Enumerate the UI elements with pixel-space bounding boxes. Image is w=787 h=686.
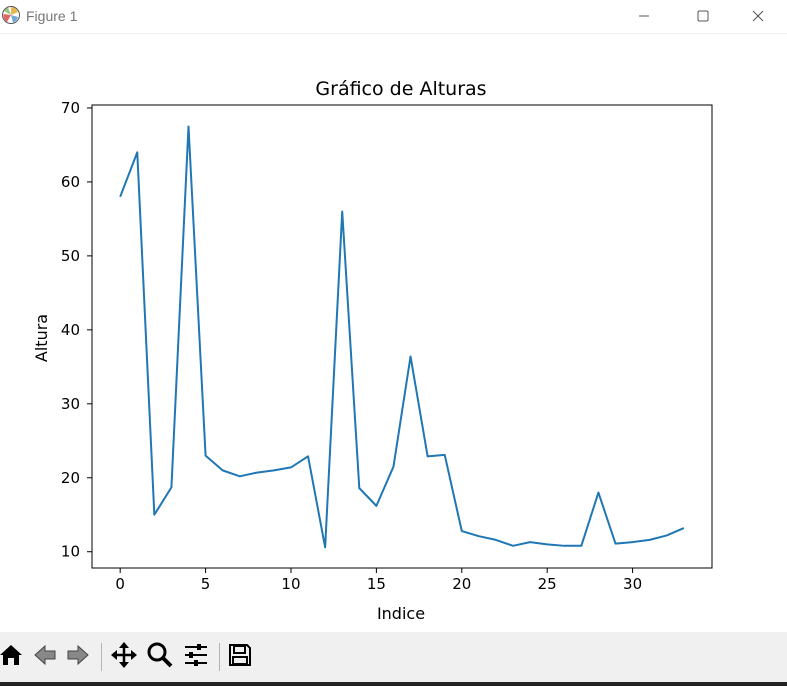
- y-tick-label: 20: [61, 469, 80, 487]
- save-icon: [227, 642, 253, 672]
- plot-area-frame: [91, 104, 713, 569]
- matplotlib-logo-icon: [1, 5, 21, 25]
- window-titlebar: Figure 1: [0, 0, 787, 34]
- minimize-button[interactable]: [615, 0, 673, 32]
- navigation-toolbar: [0, 632, 787, 682]
- x-tick-label: 0: [115, 575, 125, 593]
- y-tick-label: 40: [61, 321, 80, 339]
- figure-canvas[interactable]: Gráfico de Alturas 0 5 10 15 20 25 30 10 20 30 40…: [0, 34, 787, 632]
- close-icon: [752, 10, 764, 22]
- maximize-button[interactable]: [674, 0, 732, 32]
- home-icon: [0, 642, 24, 672]
- close-button[interactable]: [729, 0, 787, 32]
- forward-button[interactable]: [63, 642, 93, 672]
- window-title: Figure 1: [26, 8, 78, 24]
- save-button[interactable]: [225, 642, 255, 672]
- x-tick-label: 5: [201, 575, 211, 593]
- x-tick-label: 20: [452, 575, 471, 593]
- y-tick-label: 30: [61, 395, 80, 413]
- minimize-icon: [638, 10, 650, 22]
- chart-title: Gráfico de Alturas: [315, 78, 486, 100]
- x-tick-label: 30: [623, 575, 642, 593]
- y-tick-label: 10: [61, 543, 80, 561]
- y-tick-label: 50: [61, 247, 80, 265]
- x-axis: 0 5 10 15 20 25 30: [115, 568, 642, 593]
- toolbar-separator: [219, 643, 220, 671]
- maximize-icon: [697, 10, 709, 22]
- toolbar-separator: [101, 643, 102, 671]
- series-line: [119, 125, 685, 549]
- y-axis: 10 20 30 40 50 60 70: [61, 99, 92, 561]
- x-tick-label: 15: [367, 575, 386, 593]
- x-tick-label: 10: [281, 575, 300, 593]
- y-tick-label: 60: [61, 173, 80, 191]
- x-axis-label: Indice: [377, 604, 425, 623]
- line-chart: Gráfico de Alturas 0 5 10 15 20 25 30 10 20 30 40…: [32, 78, 713, 623]
- zoom-button[interactable]: [145, 642, 175, 672]
- configure-subplots-icon: [182, 641, 210, 673]
- y-tick-label: 70: [61, 99, 80, 117]
- y-axis-label: Altura: [32, 314, 51, 362]
- series-layer: [119, 125, 685, 549]
- x-tick-label: 25: [538, 575, 557, 593]
- forward-arrow-icon: [65, 642, 91, 672]
- back-arrow-icon: [32, 642, 58, 672]
- back-button[interactable]: [30, 642, 60, 672]
- pan-icon: [110, 641, 138, 673]
- pan-button[interactable]: [109, 642, 139, 672]
- configure-subplots-button[interactable]: [181, 642, 211, 672]
- zoom-icon: [146, 641, 174, 673]
- status-strip: [0, 682, 787, 686]
- home-button[interactable]: [0, 642, 26, 672]
